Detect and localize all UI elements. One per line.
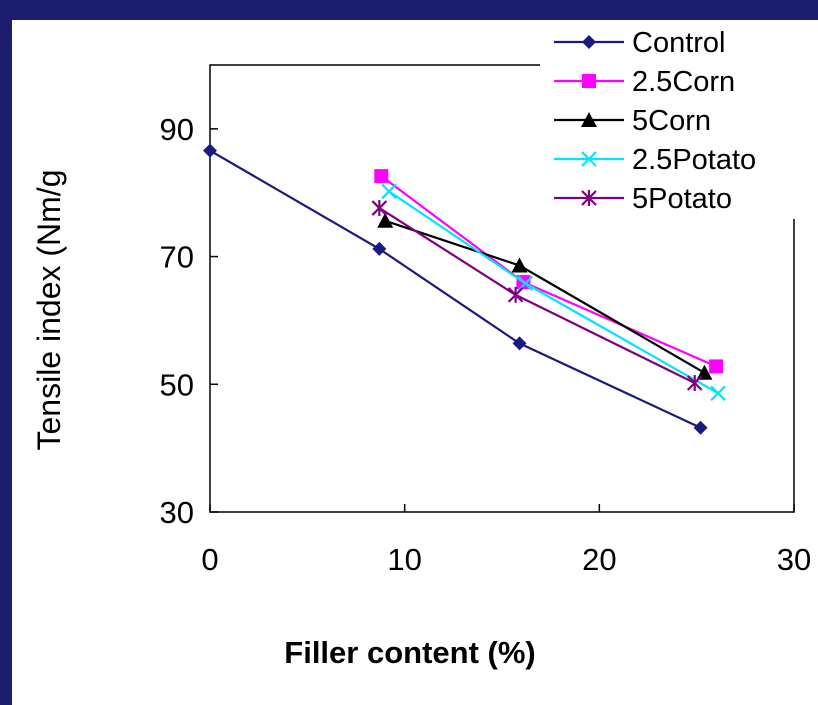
series-line <box>209 149 702 429</box>
chart-panel: 0 10 20 30 30 50 70 90 Filler content (%) Tensi… <box>12 20 818 705</box>
plot-area: 0 10 20 30 30 50 70 90 <box>160 64 811 577</box>
series-line <box>384 219 706 374</box>
x-marker <box>517 275 534 292</box>
diamond-marker <box>693 420 708 435</box>
series-5potato <box>371 200 703 392</box>
x-marker <box>381 183 397 200</box>
diamond-marker <box>512 336 527 351</box>
legend-item-control: Control <box>554 27 726 59</box>
y-tick-label: 30 <box>160 495 194 530</box>
star-marker <box>371 200 388 217</box>
legend-label: Control <box>632 27 726 59</box>
series-line <box>388 190 719 395</box>
series-layer <box>203 143 726 435</box>
axis-labels: Filler content (%) Tensile index (Nm/g <box>31 170 536 671</box>
square-marker <box>582 74 596 88</box>
y-axis-title: Tensile index (Nm/g <box>31 170 67 451</box>
x-marker <box>581 151 597 167</box>
line-chart: 0 10 20 30 30 50 70 90 Filler content (%) Tensi… <box>31 20 818 671</box>
y-tick-label: 50 <box>160 367 194 402</box>
series-control <box>203 143 708 435</box>
star-marker <box>686 375 703 392</box>
legend: Control 2.5Corn 5Corn 2.5Potato 5Potato <box>540 20 818 219</box>
square-marker <box>374 169 389 184</box>
legend-item-5corn: 5Corn <box>554 105 711 137</box>
plot-frame <box>209 64 795 513</box>
legend-label: 2.5Potato <box>632 144 756 176</box>
legend-item-2.5potato: 2.5Potato <box>554 144 756 176</box>
x-tick-label: 30 <box>777 542 811 577</box>
y-tick-label: 90 <box>160 112 194 147</box>
star-marker <box>507 286 524 303</box>
x-marker <box>710 385 726 402</box>
legend-item-5potato: 5Potato <box>554 183 732 215</box>
x-tick-label: 0 <box>201 542 218 577</box>
x-tick-label: 20 <box>582 542 616 577</box>
legend-label: 5Potato <box>632 183 732 215</box>
triangle-marker <box>581 112 597 127</box>
y-tick-label: 70 <box>160 240 194 275</box>
x-axis-title: Filler content (%) <box>284 635 535 670</box>
triangle-marker <box>377 212 394 228</box>
series-5corn <box>377 212 713 380</box>
diamond-marker <box>372 241 387 256</box>
diamond-marker <box>582 35 596 49</box>
square-marker <box>709 359 724 374</box>
star-marker <box>581 190 597 206</box>
series-2.5potato <box>381 183 726 402</box>
legend-item-2.5corn: 2.5Corn <box>554 66 735 98</box>
diamond-marker <box>203 143 217 158</box>
legend-label: 2.5Corn <box>632 66 735 98</box>
triangle-marker <box>511 257 528 273</box>
x-tick-label: 10 <box>387 542 421 577</box>
legend-label: 5Corn <box>632 105 711 137</box>
